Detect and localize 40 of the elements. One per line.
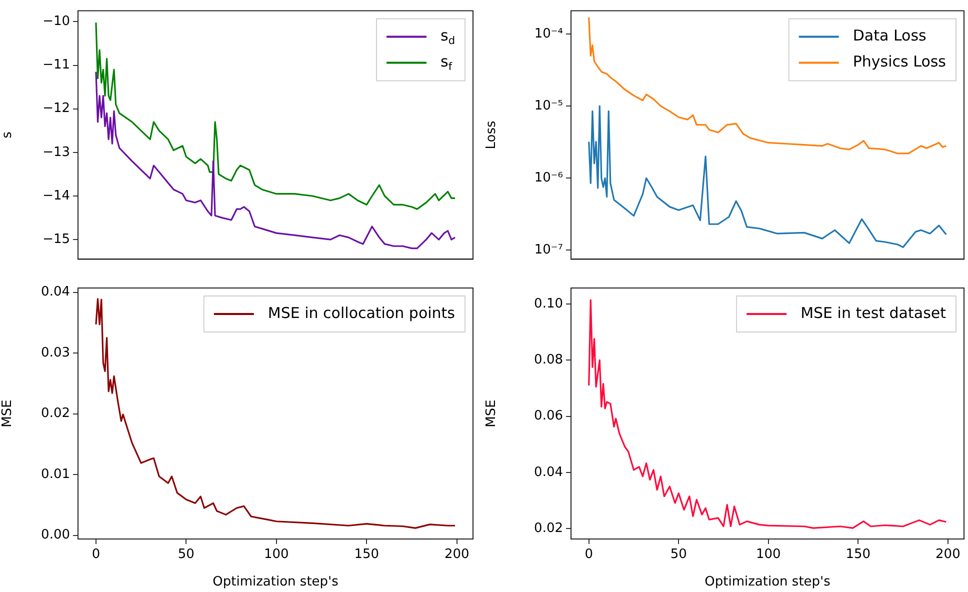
legend-label: Physics Loss xyxy=(852,52,946,71)
y-tick-label: 0.06 xyxy=(534,408,563,424)
y-tick-label: −13 xyxy=(42,144,70,160)
x-tick-label: 50 xyxy=(670,547,687,562)
legend-label: MSE in collocation points xyxy=(268,304,456,322)
x-tick-label: 150 xyxy=(354,547,380,562)
x-tick-label: 100 xyxy=(264,547,289,562)
x-tick-label: 200 xyxy=(936,547,960,562)
y-tick-label: 0.10 xyxy=(534,296,563,312)
legend-label: Data Loss xyxy=(852,26,927,45)
y-tick-label: −12 xyxy=(42,101,70,116)
x-tick-label: 100 xyxy=(756,547,781,562)
y-axis-title: MSE xyxy=(0,400,16,428)
y-tick-label: 10⁻⁴ xyxy=(534,26,563,42)
y-tick-label: 0.04 xyxy=(534,464,563,480)
y-tick-label: 0.01 xyxy=(41,466,70,482)
y-tick-label: −14 xyxy=(42,188,70,204)
x-tick-label: 150 xyxy=(846,547,871,562)
y-axis-title: Loss xyxy=(484,120,500,150)
y-tick-label: 10⁻⁶ xyxy=(534,170,563,186)
y-tick-label: 0.04 xyxy=(41,284,70,300)
x-tick-label: 0 xyxy=(92,547,100,562)
y-tick-label: −11 xyxy=(42,58,70,73)
x-tick-label: 50 xyxy=(178,547,194,562)
y-tick-label: 10⁻⁵ xyxy=(534,98,563,114)
x-tick-label: 0 xyxy=(584,547,594,562)
y-axis-title: MSE xyxy=(484,400,500,428)
y-tick-label: 0.02 xyxy=(534,520,563,536)
y-tick-label: −10 xyxy=(42,14,70,30)
y-axis-title: s xyxy=(0,131,16,138)
y-tick-label: 0.08 xyxy=(534,352,563,368)
y-tick-label: 10⁻⁷ xyxy=(534,242,563,258)
y-tick-label: −15 xyxy=(42,232,70,247)
y-tick-label: 0.00 xyxy=(41,528,70,543)
y-tick-label: 0.03 xyxy=(41,345,70,360)
legend-label: MSE in test dataset xyxy=(800,304,946,322)
x-tick-label: 200 xyxy=(444,547,470,562)
x-axis-title: Optimization step's xyxy=(212,574,339,590)
y-tick-label: 0.02 xyxy=(41,406,70,422)
x-axis-title: Optimization step's xyxy=(704,574,831,590)
